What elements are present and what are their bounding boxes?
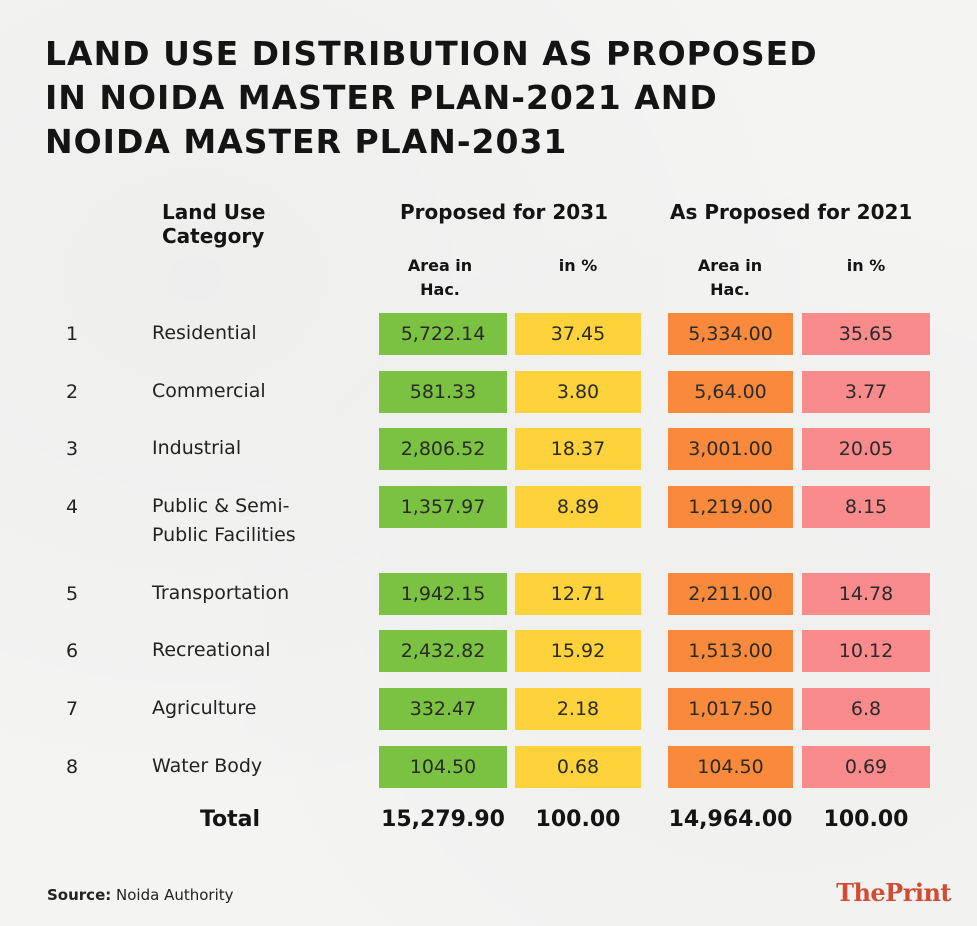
cell-area-2021: 1,513.00: [668, 630, 793, 672]
cell-area-2031: 1,357.97: [379, 486, 507, 528]
row-category: Commercial: [152, 371, 266, 406]
area-header-line: Hac.: [420, 280, 460, 299]
cell-area-2021: 1,017.50: [668, 688, 793, 730]
cell-percent-2021: 8.15: [802, 486, 930, 528]
total-percent-2021: 100.00: [823, 807, 909, 832]
table-row: 2 Commercial 581.33 3.80 5,64.00 3.77: [0, 371, 977, 413]
row-number: 5: [66, 583, 79, 605]
area-2021-header: Area in Hac.: [675, 254, 785, 302]
category-text: Commercial: [152, 380, 266, 402]
cell-percent-2031: 15.92: [515, 630, 641, 672]
cell-area-2021: 1,219.00: [668, 486, 793, 528]
row-number: 3: [66, 438, 79, 460]
cell-percent-2031: 12.71: [515, 573, 641, 615]
total-percent-2031: 100.00: [535, 807, 621, 832]
cell-percent-2021: 0.69: [802, 746, 930, 788]
area-2031-header: Area in Hac.: [385, 254, 495, 302]
category-text: Transportation: [152, 582, 290, 604]
row-number: 8: [66, 756, 79, 778]
cell-percent-2031: 37.45: [515, 313, 641, 355]
total-row: Total 15,279.90 100.00 14,964.00 100.00: [0, 800, 977, 840]
cell-area-2031: 5,722.14: [379, 313, 507, 355]
category-text: Industrial: [152, 437, 242, 459]
cell-area-2031: 2,432.82: [379, 630, 507, 672]
title-line: LAND USE DISTRIBUTION AS PROPOSED: [45, 34, 818, 73]
category-text: Water Body: [152, 755, 263, 777]
table-row: 5 Transportation 1,942.15 12.71 2,211.00 14.7…: [0, 573, 977, 615]
cell-area-2021: 5,64.00: [668, 371, 793, 413]
category-column-header: Land Use Category: [162, 200, 265, 248]
cell-percent-2021: 14.78: [802, 573, 930, 615]
source-value: Noida Authority: [116, 886, 234, 904]
cell-percent-2031: 8.89: [515, 486, 641, 528]
row-number: 4: [66, 496, 79, 518]
table-row: 1 Residential 5,722.14 37.45 5,334.00 35.65: [0, 313, 977, 355]
brand-logo: ThePrint: [836, 878, 951, 907]
table-row: 6 Recreational 2,432.82 15.92 1,513.00 10.12: [0, 630, 977, 672]
table-row: 4 Public & Semi- Public Facilities 1,357.97…: [0, 486, 977, 546]
row-number: 6: [66, 640, 79, 662]
row-category: Public & Semi- Public Facilities: [152, 486, 296, 550]
total-area-2021: 14,964.00: [668, 807, 793, 832]
source-note: Source: Noida Authority: [47, 886, 234, 904]
category-header-line: Land Use: [162, 200, 266, 224]
cell-percent-2031: 3.80: [515, 371, 641, 413]
title-line: IN NOIDA MASTER PLAN-2021 AND: [45, 78, 718, 117]
total-label: Total: [199, 807, 261, 832]
category-header-line: Category: [162, 224, 265, 248]
row-number: 2: [66, 381, 79, 403]
table-row: 3 Industrial 2,806.52 18.37 3,001.00 20.05: [0, 428, 977, 470]
cell-percent-2021: 10.12: [802, 630, 930, 672]
cell-area-2031: 2,806.52: [379, 428, 507, 470]
cell-area-2031: 1,942.15: [379, 573, 507, 615]
source-label: Source:: [47, 886, 112, 904]
category-text: Public & Semi-: [152, 495, 290, 517]
percent-2031-header: in %: [558, 256, 598, 275]
category-text: Agriculture: [152, 697, 257, 719]
row-category: Agriculture: [152, 688, 257, 723]
row-number: 1: [66, 323, 79, 345]
table-row: 8 Water Body 104.50 0.68 104.50 0.69: [0, 746, 977, 788]
table-row: 7 Agriculture 332.47 2.18 1,017.50 6.8: [0, 688, 977, 730]
row-category: Water Body: [152, 746, 262, 781]
cell-area-2021: 2,211.00: [668, 573, 793, 615]
cell-area-2031: 104.50: [379, 746, 507, 788]
total-area-2031: 15,279.90: [381, 807, 505, 832]
row-category: Residential: [152, 313, 257, 348]
cell-area-2021: 5,334.00: [668, 313, 793, 355]
area-header-line: Area in: [697, 256, 763, 275]
cell-percent-2021: 6.8: [802, 688, 930, 730]
cell-area-2021: 104.50: [668, 746, 793, 788]
cell-percent-2031: 18.37: [515, 428, 641, 470]
title-line: NOIDA MASTER PLAN-2031: [45, 122, 568, 161]
group-header-2031: Proposed for 2031: [400, 200, 608, 224]
group-header-2021: As Proposed for 2021: [670, 200, 913, 224]
cell-percent-2031: 0.68: [515, 746, 641, 788]
row-category: Industrial: [152, 428, 241, 463]
area-header-line: Hac.: [710, 280, 750, 299]
percent-2021-header: in %: [846, 256, 886, 275]
cell-percent-2021: 35.65: [802, 313, 930, 355]
infographic-title: LAND USE DISTRIBUTION AS PROPOSED IN NOI…: [45, 32, 925, 164]
row-category: Transportation: [152, 573, 289, 608]
category-text: Residential: [152, 322, 257, 344]
cell-percent-2031: 2.18: [515, 688, 641, 730]
category-text: Public Facilities: [152, 524, 296, 546]
cell-area-2031: 332.47: [379, 688, 507, 730]
category-text: Recreational: [152, 639, 271, 661]
row-category: Recreational: [152, 630, 271, 665]
cell-area-2031: 581.33: [379, 371, 507, 413]
cell-area-2021: 3,001.00: [668, 428, 793, 470]
area-header-line: Area in: [407, 256, 473, 275]
row-number: 7: [66, 698, 79, 720]
cell-percent-2021: 3.77: [802, 371, 930, 413]
cell-percent-2021: 20.05: [802, 428, 930, 470]
